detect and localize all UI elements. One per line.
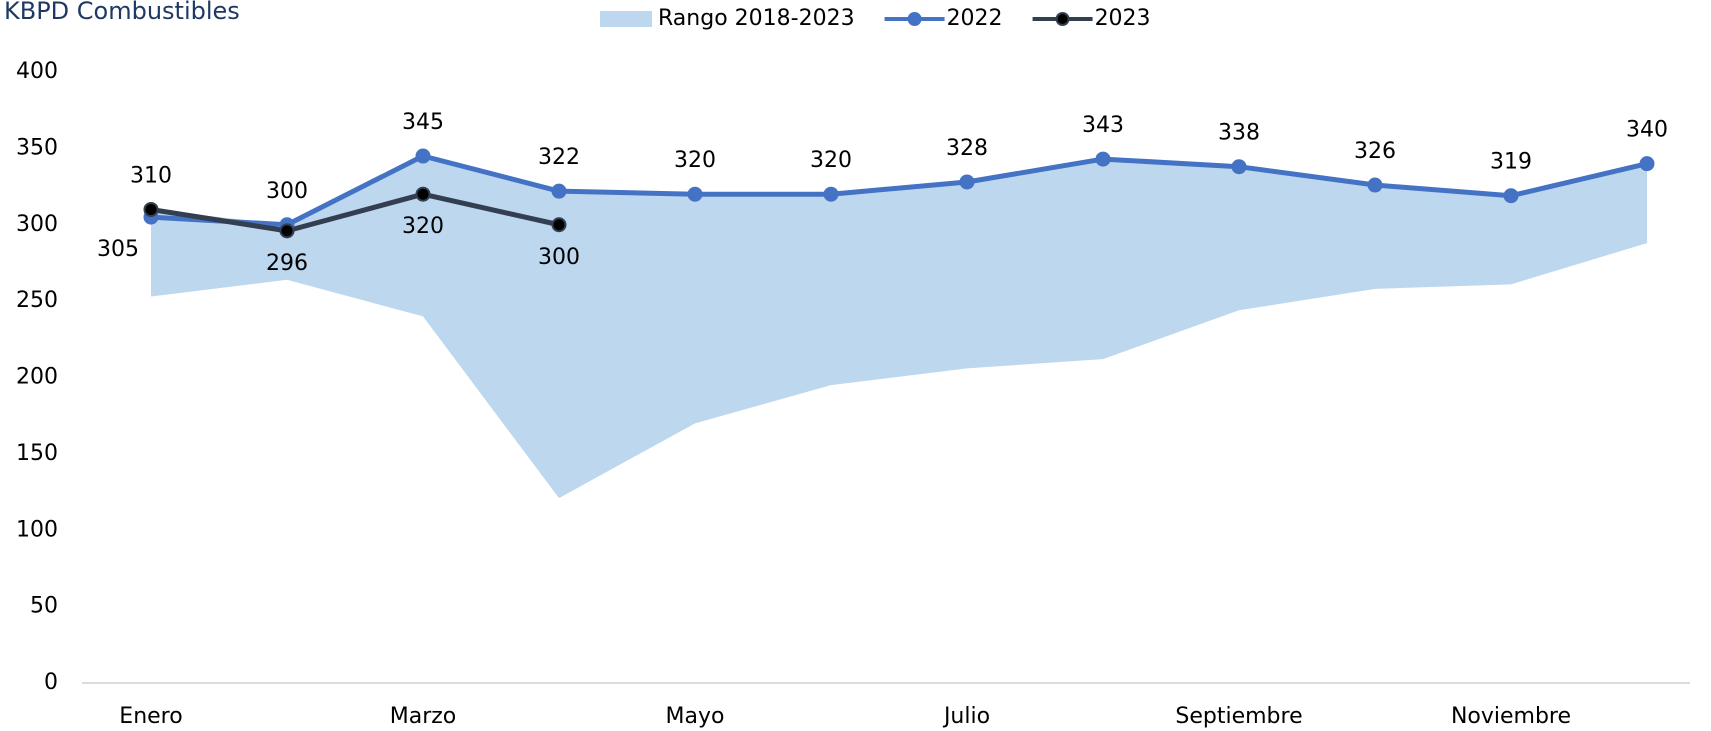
y-tick-label: 100 — [16, 517, 58, 542]
legend-swatch — [600, 11, 652, 27]
y-tick-label: 150 — [16, 441, 58, 466]
data-label: 340 — [1626, 118, 1668, 143]
x-tick-label: Julio — [942, 704, 990, 729]
x-tick-label: Septiembre — [1175, 704, 1302, 729]
legend-marker — [907, 12, 922, 26]
data-label: 300 — [266, 179, 308, 204]
marker — [1231, 159, 1247, 175]
data-label: 305 — [97, 237, 139, 262]
x-tick-label: Mayo — [666, 704, 725, 729]
legend-label: Rango 2018-2023 — [658, 6, 855, 31]
marker — [959, 174, 975, 190]
data-label: 345 — [402, 110, 444, 135]
y-tick-label: 350 — [16, 135, 58, 160]
data-label: 310 — [130, 163, 172, 188]
marker — [279, 223, 295, 239]
line — [150, 191, 560, 234]
marker — [415, 186, 431, 202]
marker — [1367, 177, 1383, 193]
y-tick-label: 300 — [16, 212, 58, 237]
data-label: 300 — [538, 245, 580, 270]
marker — [551, 217, 567, 233]
marker — [415, 148, 431, 164]
marker — [143, 201, 159, 217]
data-label: 328 — [946, 136, 988, 161]
line — [150, 153, 1648, 228]
y-tick-label: 200 — [16, 365, 58, 390]
y-tick-label: 250 — [16, 288, 58, 313]
data-label: 322 — [538, 145, 580, 170]
data-label: 319 — [1490, 150, 1532, 175]
data-label: 320 — [674, 148, 716, 173]
y-tick-label: 0 — [44, 670, 58, 695]
legend-label: 2023 — [1095, 6, 1151, 31]
data-label: 338 — [1218, 121, 1260, 146]
marker — [1095, 151, 1111, 167]
marker — [823, 186, 839, 202]
x-tick-label: Marzo — [390, 704, 457, 729]
marker — [687, 186, 703, 202]
data-label: 326 — [1354, 139, 1396, 164]
data-label: 343 — [1082, 113, 1124, 138]
x-tick-label: Enero — [119, 704, 182, 729]
range-area — [151, 156, 1647, 499]
y-tick-label: 50 — [30, 594, 58, 619]
x-tick-label: Noviembre — [1451, 704, 1571, 729]
data-label: 320 — [402, 214, 444, 239]
data-label: 296 — [266, 251, 308, 276]
legend-marker — [1055, 12, 1070, 26]
marker — [1503, 188, 1519, 204]
chart-title: KBPD Combustibles — [4, 0, 240, 25]
marker — [1639, 156, 1655, 172]
legend-label: 2022 — [947, 6, 1003, 31]
marker — [551, 183, 567, 199]
data-label: 320 — [810, 148, 852, 173]
y-tick-label: 400 — [16, 59, 58, 84]
